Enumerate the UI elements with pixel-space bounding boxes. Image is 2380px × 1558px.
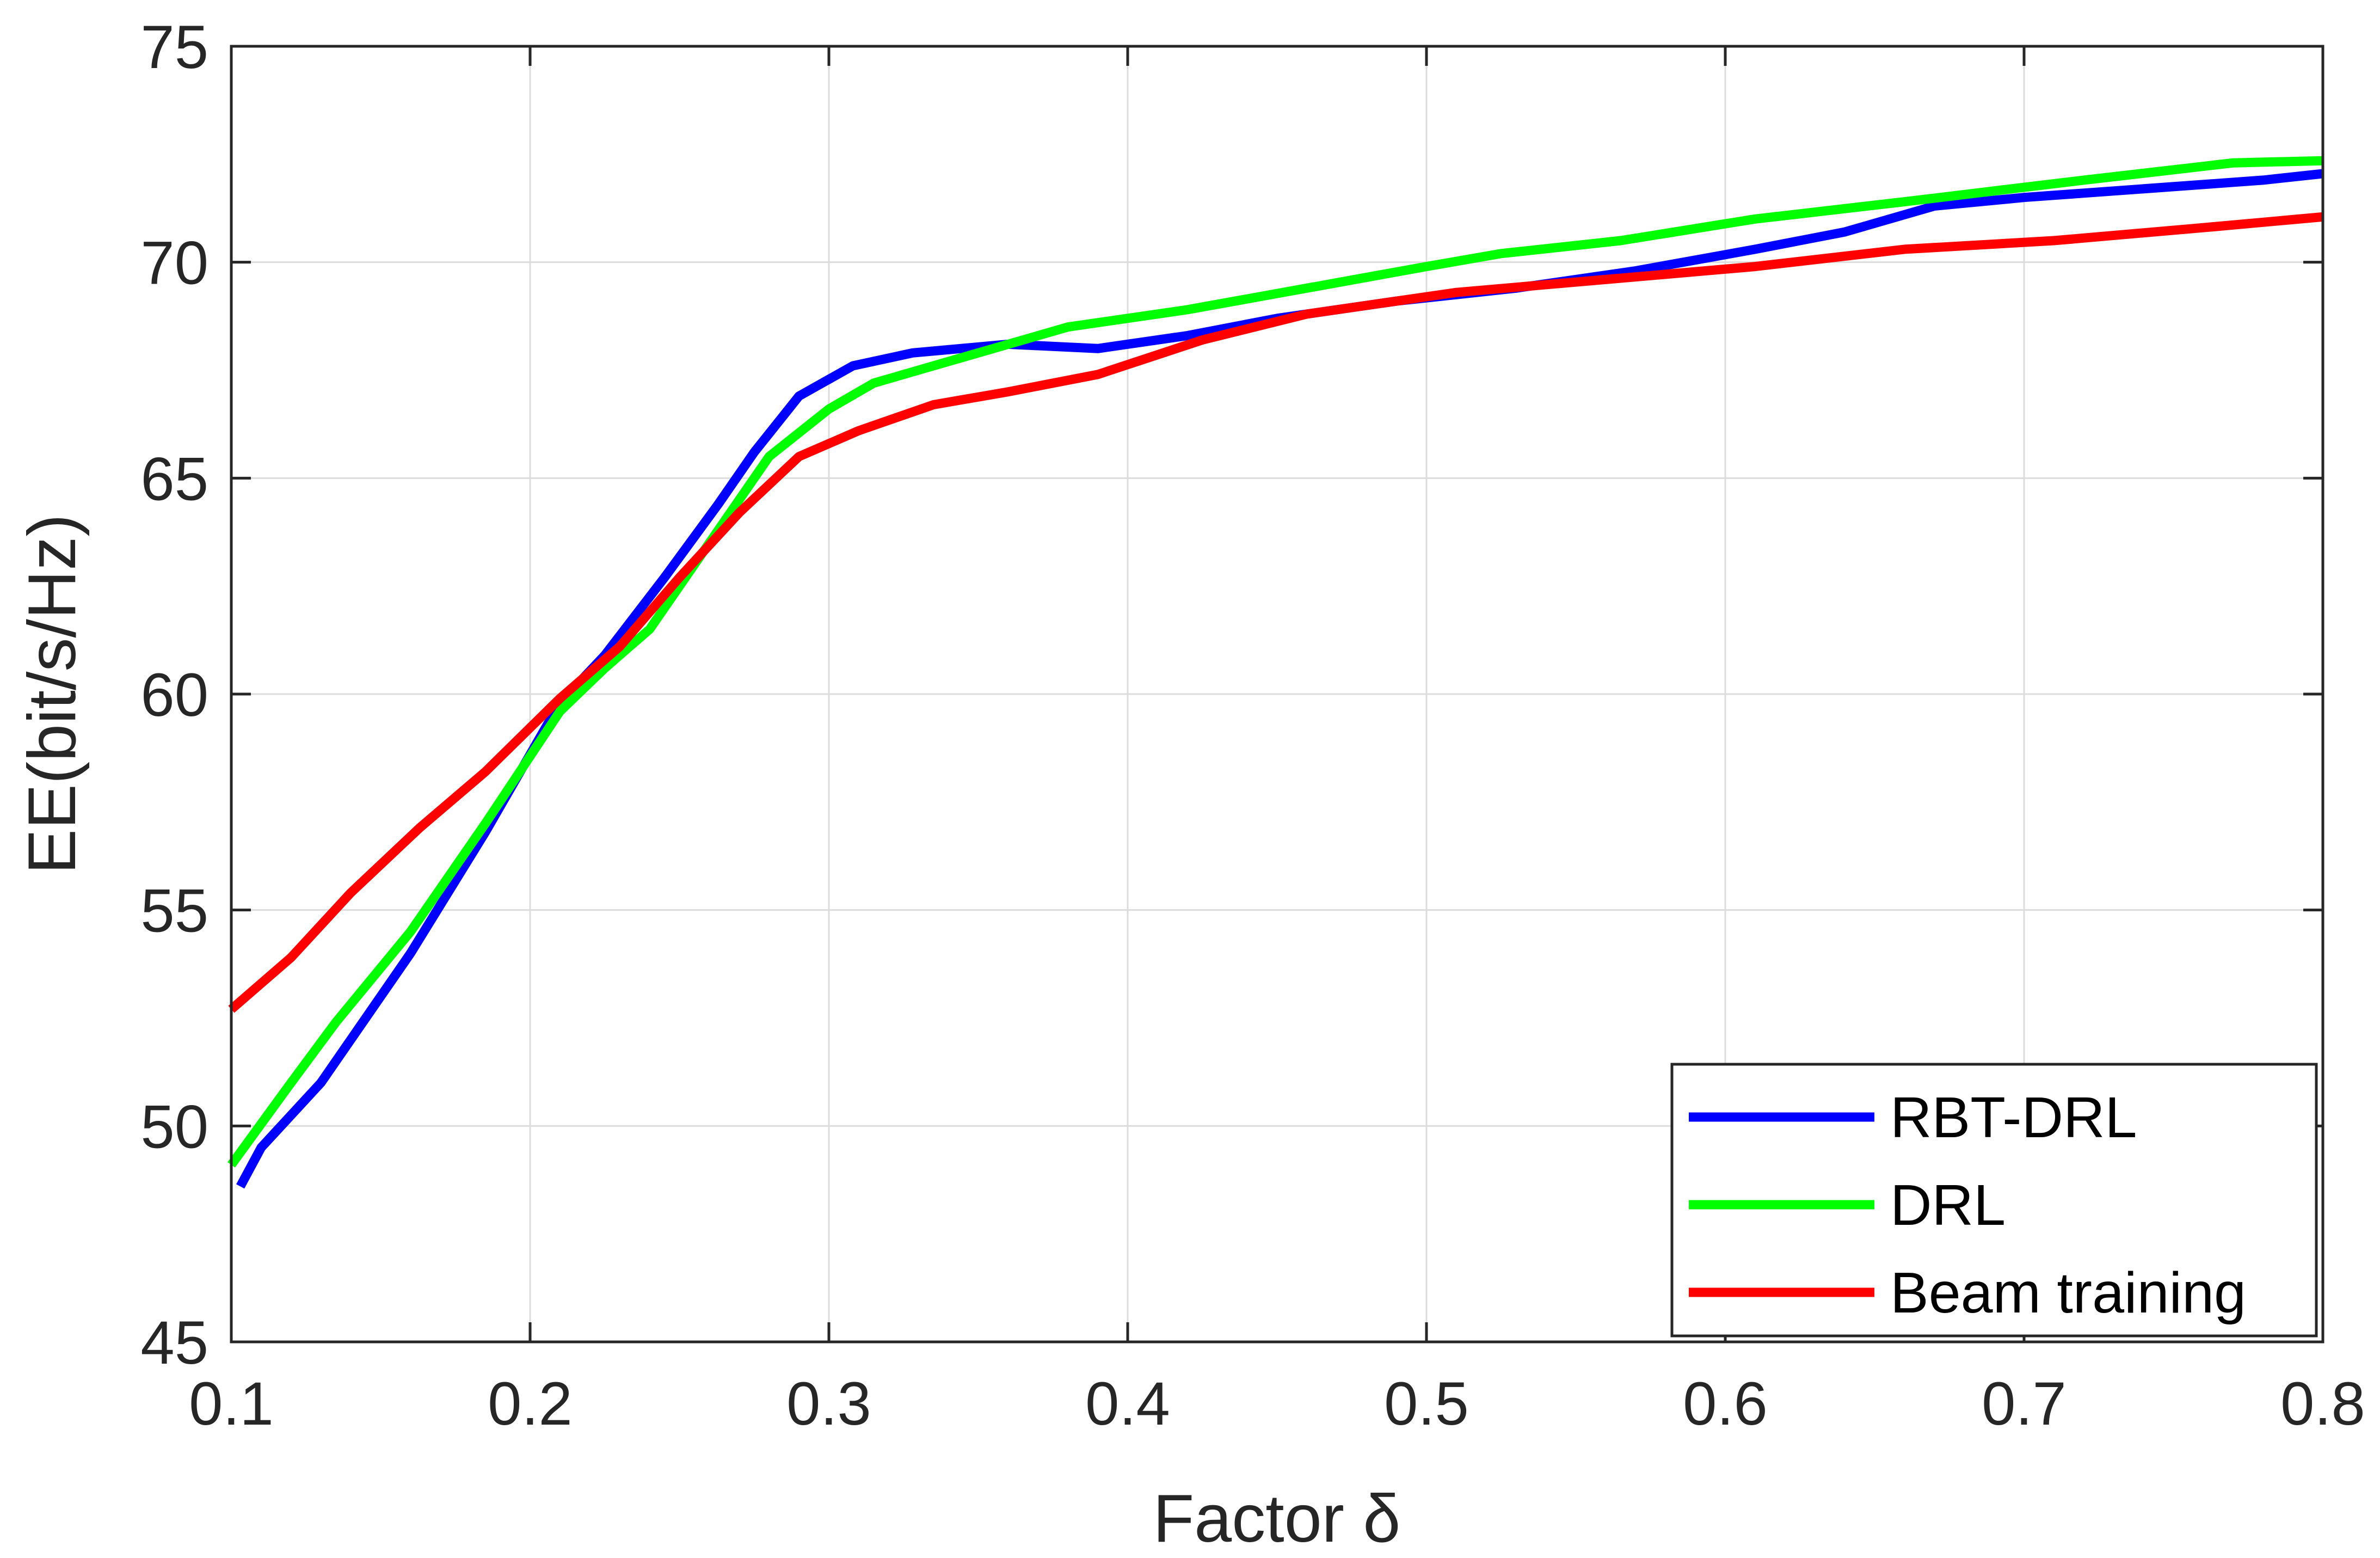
x-tick-label: 0.4 (1085, 1370, 1170, 1438)
data-series (227, 156, 2323, 1189)
legend-label-rbt-drl: RBT-DRL (1890, 1085, 2137, 1150)
legend-label-beam-training: Beam training (1890, 1261, 2246, 1325)
x-tick-label: 0.5 (1384, 1370, 1469, 1438)
y-tick-label: 65 (140, 445, 208, 513)
y-tick-label: 45 (140, 1309, 208, 1377)
y-tick-label: 70 (140, 229, 208, 297)
x-tick-label: 0.7 (1982, 1370, 2067, 1438)
x-tick-label: 0.8 (2280, 1370, 2365, 1438)
legend: RBT-DRL DRL Beam training (1670, 1063, 2318, 1338)
y-tick-label: 75 (140, 13, 208, 81)
x-tick-label: 0.3 (786, 1370, 871, 1438)
x-tick-label: 0.2 (488, 1370, 573, 1438)
legend-label-drl: DRL (1890, 1173, 2006, 1237)
y-axis-label: EE(bit/s/Hz) (15, 514, 90, 874)
x-tick-label: 0.6 (1683, 1370, 1768, 1438)
x-tick-label: 0.1 (189, 1370, 274, 1438)
y-tick-label: 60 (140, 661, 208, 729)
axis-ticks: 0.1 0.2 0.3 0.4 0.5 0.6 0.7 0.8 45 50 55 60 65 70 75 (140, 13, 2365, 1438)
series-line-drl (227, 156, 2323, 1168)
y-tick-label: 50 (140, 1093, 208, 1161)
y-tick-label: 55 (140, 877, 208, 945)
series-line-beam-training (228, 212, 2323, 1013)
x-axis-label: Factor δ (1153, 1481, 1401, 1556)
